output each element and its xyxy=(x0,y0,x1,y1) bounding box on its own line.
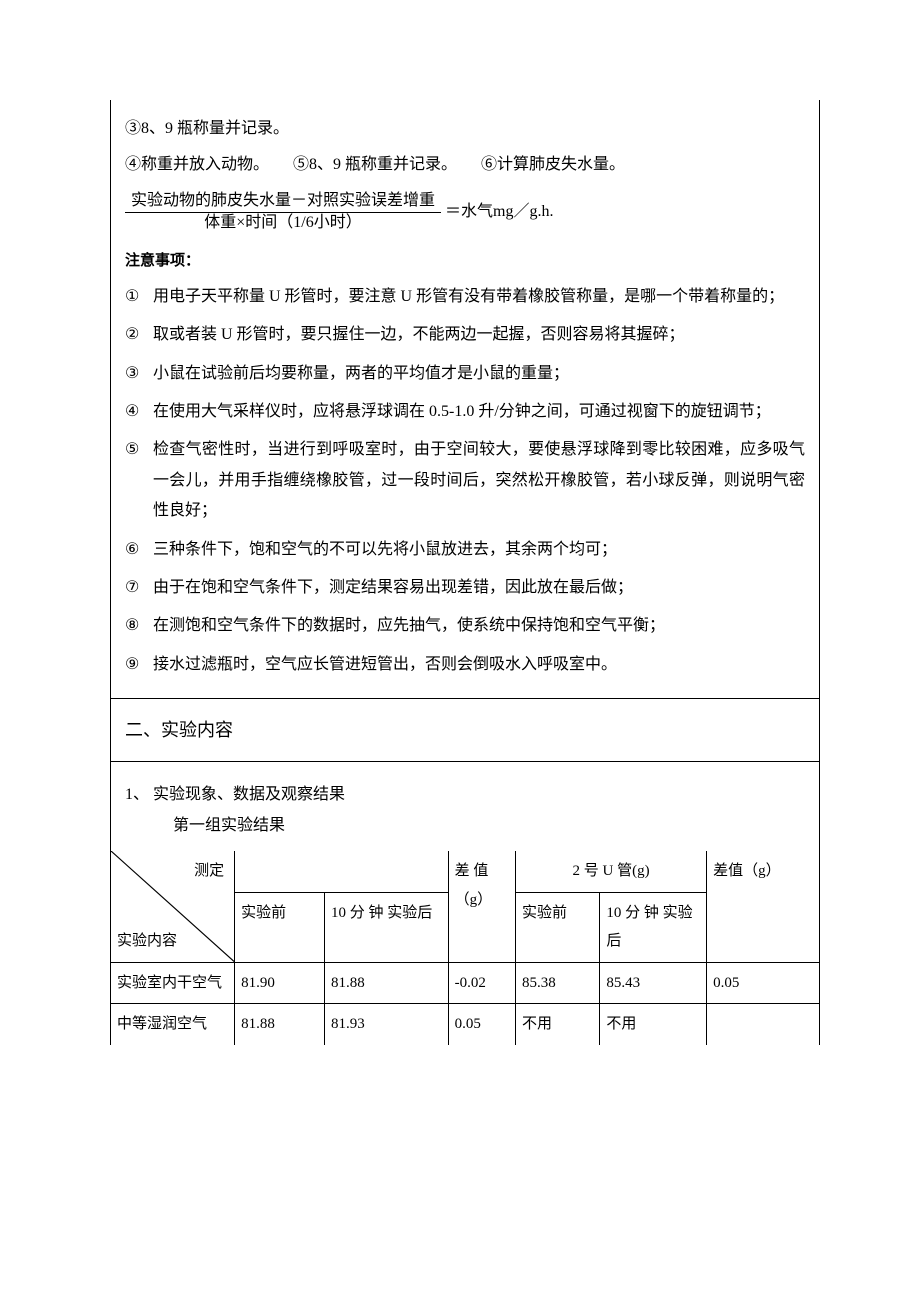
table-row: 中等湿润空气 81.88 81.93 0.05 不用 不用 xyxy=(111,1004,819,1045)
col-diff1: 差 值（g） xyxy=(448,851,515,962)
cell-u2-before: 不用 xyxy=(516,1004,600,1045)
note-9: ⑨ 接水过滤瓶时，空气应长管进短管出，否则会倒吸水入呼吸室中。 xyxy=(125,650,805,680)
cell-diff2: 0.05 xyxy=(707,962,819,1004)
subsection-1: 1、 实验现象、数据及观察结果 第一组实验结果 xyxy=(111,762,819,851)
note-text: 小鼠在试验前后均要称量，两者的平均值才是小鼠的重量； xyxy=(153,359,805,389)
col-u1-before: 实验前 xyxy=(235,892,325,962)
cell-u1-after: 81.93 xyxy=(325,1004,449,1045)
cell-diff2 xyxy=(707,1004,819,1045)
note-7: ⑦ 由于在饱和空气条件下，测定结果容易出现差错，因此放在最后做； xyxy=(125,573,805,603)
notes-list: ① 用电子天平称量 U 形管时，要注意 U 形管有没有带着橡胶管称量，是哪一个带… xyxy=(125,282,805,680)
note-marker: ③ xyxy=(125,359,153,389)
col-diff2: 差值（g） xyxy=(707,851,819,962)
cell-u1-before: 81.90 xyxy=(235,962,325,1004)
note-1: ① 用电子天平称量 U 形管时，要注意 U 形管有没有带着橡胶管称量，是哪一个带… xyxy=(125,282,805,312)
page: ③8、9 瓶称量并记录。 ④称重并放入动物。 ⑤8、9 瓶称重并记录。 ⑥计算肺… xyxy=(0,100,920,1045)
cell-u1-after: 81.88 xyxy=(325,962,449,1004)
notes-heading: 注意事项： xyxy=(125,247,805,276)
formula-rhs: ＝水气mg／g.h. xyxy=(445,197,553,227)
col-u1-group xyxy=(235,851,449,892)
diag-top-label: 测定 xyxy=(194,857,224,886)
note-8: ⑧ 在测饱和空气条件下的数据时，应先抽气，使系统中保持饱和空气平衡； xyxy=(125,611,805,641)
step-5: ⑤8、9 瓶称重并记录。 xyxy=(293,156,457,173)
diagonal-header: 测定 实验内容 xyxy=(111,851,235,962)
note-text: 接水过滤瓶时，空气应长管进短管出，否则会倒吸水入呼吸室中。 xyxy=(153,650,805,680)
formula-fraction: 实验动物的肺皮失水量－对照实验误差增重 体重×时间（1/6小时） xyxy=(125,191,441,234)
results-table: 测定 实验内容 差 值（g） 2 号 U 管(g) 差值（g） 实验前 10 分… xyxy=(111,851,819,1045)
row-label: 中等湿润空气 xyxy=(111,1004,235,1045)
col-u2-before: 实验前 xyxy=(516,892,600,962)
row-label: 实验室内干空气 xyxy=(111,962,235,1004)
note-marker: ① xyxy=(125,282,153,312)
cell-u2-before: 85.38 xyxy=(516,962,600,1004)
col-u2-group: 2 号 U 管(g) xyxy=(516,851,707,892)
note-text: 在使用大气采样仪时，应将悬浮球调在 0.5-1.0 升/分钟之间，可通过视窗下的… xyxy=(153,397,805,427)
cell-diff1: -0.02 xyxy=(448,962,515,1004)
step-3: ③8、9 瓶称量并记录。 xyxy=(125,114,805,144)
note-marker: ⑨ xyxy=(125,650,153,680)
note-3: ③ 小鼠在试验前后均要称量，两者的平均值才是小鼠的重量； xyxy=(125,359,805,389)
steps-456-line: ④称重并放入动物。 ⑤8、9 瓶称重并记录。 ⑥计算肺皮失水量。 xyxy=(125,150,805,180)
content-frame: ③8、9 瓶称量并记录。 ④称重并放入动物。 ⑤8、9 瓶称重并记录。 ⑥计算肺… xyxy=(110,100,820,1045)
note-marker: ⑧ xyxy=(125,611,153,641)
note-text: 用电子天平称量 U 形管时，要注意 U 形管有没有带着橡胶管称量，是哪一个带着称… xyxy=(153,282,805,312)
col-u2-after: 10 分 钟 实验后 xyxy=(600,892,707,962)
table-row: 实验室内干空气 81.90 81.88 -0.02 85.38 85.43 0.… xyxy=(111,962,819,1004)
note-text: 三种条件下，饱和空气的不可以先将小鼠放进去，其余两个均可； xyxy=(153,535,805,565)
note-text: 检查气密性时，当进行到呼吸室时，由于空间较大，要使悬浮球降到零比较困难，应多吸气… xyxy=(153,435,805,526)
table-header-row-1: 测定 实验内容 差 值（g） 2 号 U 管(g) 差值（g） xyxy=(111,851,819,892)
note-text: 由于在饱和空气条件下，测定结果容易出现差错，因此放在最后做； xyxy=(153,573,805,603)
cell-u2-after: 不用 xyxy=(600,1004,707,1045)
note-4: ④ 在使用大气采样仪时，应将悬浮球调在 0.5-1.0 升/分钟之间，可通过视窗… xyxy=(125,397,805,427)
note-marker: ② xyxy=(125,320,153,350)
diag-bot-label: 实验内容 xyxy=(117,927,177,956)
cell-u1-before: 81.88 xyxy=(235,1004,325,1045)
cell-u2-after: 85.43 xyxy=(600,962,707,1004)
col-u1-after: 10 分 钟 实验后 xyxy=(325,892,449,962)
formula-denominator: 体重×时间（1/6小时） xyxy=(198,213,367,234)
note-5: ⑤ 检查气密性时，当进行到呼吸室时，由于空间较大，要使悬浮球降到零比较困难，应多… xyxy=(125,435,805,526)
note-text: 取或者装 U 形管时，要只握住一边，不能两边一起握，否则容易将其握碎； xyxy=(153,320,805,350)
cell-diff1: 0.05 xyxy=(448,1004,515,1045)
group1-caption: 第一组实验结果 xyxy=(173,811,805,841)
step-6: ⑥计算肺皮失水量。 xyxy=(481,156,625,173)
note-marker: ④ xyxy=(125,397,153,427)
subsection-1-title: 1、 实验现象、数据及观察结果 xyxy=(125,780,805,810)
formula: 实验动物的肺皮失水量－对照实验误差增重 体重×时间（1/6小时） ＝水气mg／g… xyxy=(125,191,805,234)
note-marker: ⑦ xyxy=(125,573,153,603)
note-2: ② 取或者装 U 形管时，要只握住一边，不能两边一起握，否则容易将其握碎； xyxy=(125,320,805,350)
formula-numerator: 实验动物的肺皮失水量－对照实验误差增重 xyxy=(125,191,441,212)
section-2-title: 二、实验内容 xyxy=(111,698,819,762)
note-marker: ⑥ xyxy=(125,535,153,565)
note-marker: ⑤ xyxy=(125,435,153,465)
procedure-steps: ③8、9 瓶称量并记录。 ④称重并放入动物。 ⑤8、9 瓶称重并记录。 ⑥计算肺… xyxy=(111,100,819,698)
step-4: ④称重并放入动物。 xyxy=(125,156,269,173)
note-text: 在测饱和空气条件下的数据时，应先抽气，使系统中保持饱和空气平衡； xyxy=(153,611,805,641)
note-6: ⑥ 三种条件下，饱和空气的不可以先将小鼠放进去，其余两个均可； xyxy=(125,535,805,565)
